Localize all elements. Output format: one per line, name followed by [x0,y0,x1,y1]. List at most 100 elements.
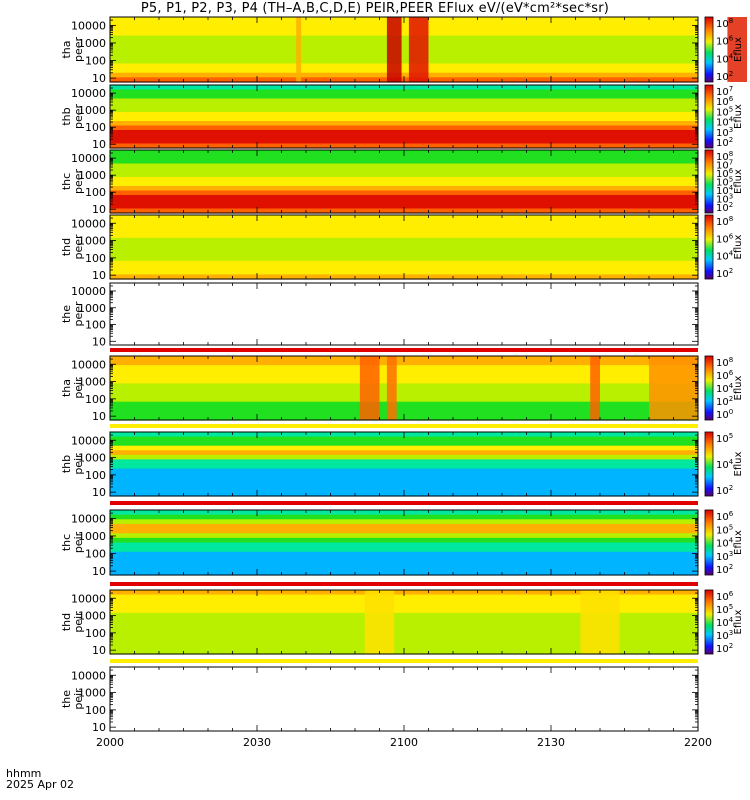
spectrogram-band [110,107,698,113]
colorbar-label: Eflux [733,169,744,194]
y-tick-label: 100 [85,704,106,717]
y-axis-label: peir [72,531,85,553]
colorbar-tick-label: 105 [716,432,733,445]
x-tick-label: 2130 [537,736,565,749]
spectrogram-band [110,72,698,78]
figure-title: P5, P1, P2, P3, P4 (TH–A,B,C,D,E) PEIR,P… [140,1,610,16]
time-label: hhmm [6,767,42,780]
spectrogram-band [110,204,698,210]
spectrogram-band [110,565,698,571]
spectrogram-band [110,154,698,160]
colorbar [704,589,714,655]
panel-thd_peir: 10000 1000 100 10 thd peir 106105104103102Eflu… [60,589,744,657]
spectrogram-band [110,519,698,525]
spectrogram-band [110,454,698,461]
spectrogram-band [110,26,698,32]
spectrogram-band [110,242,698,248]
colorbar-tick-label: 106 [716,590,734,603]
y-tick-label: 100 [85,186,106,199]
y-tick-label: 10 [92,269,106,282]
y-axis-label: the [60,690,73,708]
spectrogram-band [110,397,698,403]
y-tick-label: 10000 [71,592,106,605]
panel-frame [109,282,699,346]
spectrogram-band [110,640,698,646]
y-tick-label: 10000 [71,217,106,230]
y-axis-label: thd [60,613,73,631]
y-tick-label: 10000 [71,358,106,371]
x-tick-label: 2100 [390,736,418,749]
y-axis-label: tha [60,40,73,58]
y-tick-label: 1000 [78,610,106,623]
spectrogram-band [110,168,698,174]
y-axis-label: peer [72,104,85,130]
panel-the_peer: 10000 1000 100 10 the peer [60,282,699,348]
y-tick-label: 1000 [78,530,106,543]
y-tick-label: 10000 [71,87,106,100]
y-axis-label: tha [60,379,73,397]
colorbar-tick-label: 104 [716,458,734,471]
y-tick-label: 100 [85,393,106,406]
y-axis-label: peer [72,234,85,260]
spectrogram-band [110,44,698,51]
spectrogram-band [110,181,698,187]
colorbar-tick-label: 105 [716,603,733,616]
spectrogram-band [110,247,698,253]
y-tick-label: 1000 [78,687,106,700]
y-axis-label: peer [72,301,85,327]
y-tick-label: 100 [85,627,106,640]
spectrogram-band [110,445,698,451]
spectrogram-band [110,523,698,530]
colorbar-tick-label: 104 [716,616,734,629]
colorbar-tick-label: 106 [716,369,734,382]
spectrogram-band [110,251,698,257]
spectrogram-band [110,103,698,109]
spectrogram-band [110,378,698,385]
spectrogram-band [110,608,698,614]
spectrogram-band [110,528,698,534]
colorbar [704,509,714,576]
spectrogram-band [110,464,698,470]
spectrogram-band [110,63,698,69]
spectrogram-band [110,365,698,371]
y-axis-label: thc [60,173,73,190]
colorbar-label: Eflux [733,375,744,400]
y-tick-label: 10 [92,565,106,578]
panel-frame [109,666,699,732]
y-axis-label: thb [60,107,73,125]
y-axis-label: peir [72,611,85,633]
spectrogram-band [110,112,698,118]
spectrogram-band [110,49,698,55]
burst-region [364,590,395,654]
burst-region [727,17,747,82]
colorbar-tick-label: 102 [716,267,733,280]
y-axis-label: thb [60,455,73,473]
spectrogram-band [110,172,698,178]
spectrogram-band [110,477,698,483]
y-axis-label: peer [72,37,85,63]
x-tick-label: 2200 [684,736,712,749]
spectrogram-band [110,551,698,558]
burst-region [590,356,600,420]
spectrogram-band [110,473,698,479]
burst-region [386,17,402,82]
colorbar-tick-label: 104 [716,382,734,395]
y-tick-label: 10 [92,72,106,85]
spectrogram-band [110,626,698,632]
spectrogram-band [110,139,698,145]
spectrogram-band [110,594,698,600]
colorbar-label: Eflux [733,609,744,634]
y-axis-label: thd [60,238,73,256]
spectrogram-band [110,58,698,65]
colorbar [704,214,714,280]
y-tick-label: 100 [85,121,106,134]
mode-indicator-bar [110,424,698,428]
spectrogram-band [110,130,698,136]
y-tick-label: 1000 [78,302,106,315]
spectrogram-band [110,159,698,165]
y-tick-label: 1000 [78,104,106,117]
spectrogram-band [110,383,698,389]
